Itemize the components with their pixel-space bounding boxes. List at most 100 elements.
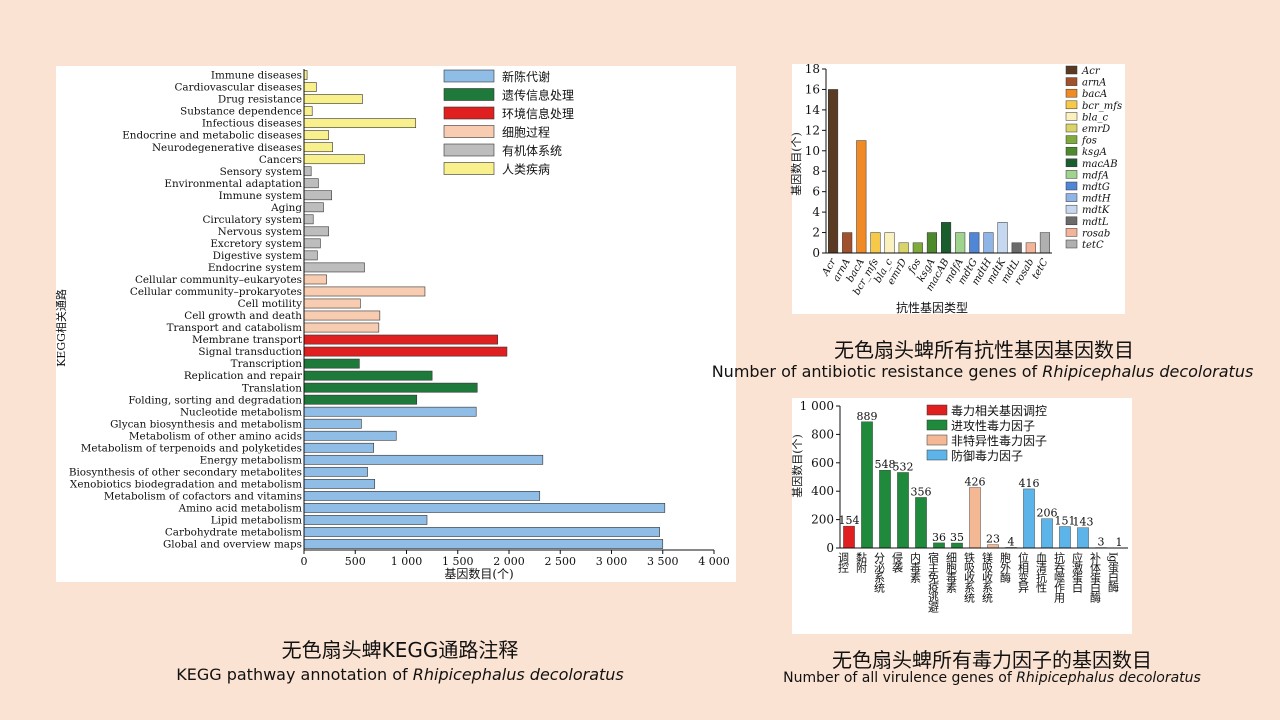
kegg-bar [303,358,360,369]
kegg-category-label: Neurodegenerative diseases [152,142,302,154]
virulence-caption-en-prefix: Number of all virulence genes of [783,670,1017,686]
kegg-category-label: Cellular community–prokaryotes [130,286,302,298]
kegg-legend-label: 有机体系统 [502,144,562,158]
resistance-caption-en-prefix: Number of antibiotic resistance genes of [711,362,1043,381]
resistance-bar [983,232,994,254]
kegg-legend-swatch [443,106,495,120]
kegg-category-label: Cancers [259,154,302,166]
kegg-bar [303,226,329,237]
virulence-legend-label: 非特异性毒力因子 [951,433,1047,448]
kegg-bar [303,527,660,537]
virulence-legend-label: 进攻性毒力因子 [951,419,1035,433]
resistance-legend-swatch [1065,100,1078,110]
kegg-category-label: Nervous system [218,226,303,238]
kegg-category-label: Transport and catabolism [167,322,303,334]
resistance-legend-label: ksgA [1082,147,1107,158]
virulence-data-label: 889 [857,410,878,423]
kegg-category-label: Signal transduction [198,346,302,358]
kegg-category-label: Amino acid metabolism [178,503,302,515]
resistance-y-tick-label: 10 [805,144,820,158]
resistance-legend-swatch [1065,146,1078,156]
resistance-y-tick-label: 14 [805,103,821,117]
kegg-bar [303,214,314,225]
resistance-bar [856,140,867,254]
virulence-legend-swatch [926,449,948,461]
virulence-data-label: 416 [1019,477,1040,490]
kegg-bar [303,406,477,417]
kegg-category-label: Circulatory system [202,214,302,226]
kegg-category-label: Endocrine and metabolic diseases [122,130,302,142]
virulence-category-label: Ig蛋白酶 [1107,552,1120,593]
virulence-category-label: 分泌系统 [873,552,886,593]
resistance-y-tick-label: 6 [812,185,820,199]
virulence-data-label: 532 [893,460,914,473]
virulence-category-label: 应激蛋白 [1071,551,1084,593]
resistance-legend-swatch [1065,170,1078,179]
resistance-bar [912,242,923,254]
virulence-bar [1077,527,1089,549]
kegg-x-tick-label: 2 500 [545,555,577,568]
resistance-legend-swatch [1065,216,1078,226]
kegg-x-tick-label: 4 000 [698,555,730,568]
kegg-bar [303,154,365,165]
kegg-bar [303,262,365,273]
virulence-y-tick-label: 400 [811,484,834,498]
kegg-category-label: Aging [270,202,302,214]
resistance-bar [842,232,853,254]
kegg-bar [303,178,319,189]
virulence-data-label: 356 [911,485,932,498]
resistance-bar [884,232,895,254]
resistance-legend-swatch [1065,77,1078,86]
virulence-data-label: 426 [965,476,986,489]
kegg-x-tick-label: 3 000 [596,555,628,568]
virulence-data-label: 35 [950,531,964,544]
kegg-bar [303,382,478,393]
kegg-legend-swatch [443,69,495,83]
kegg-bar [303,94,363,104]
resistance-legend-label: mdtG [1082,182,1110,193]
virulence-category-label: 黏附 [855,551,868,574]
kegg-category-label: Immune diseases [211,70,302,82]
resistance-legend-label: bla_c [1082,112,1109,123]
kegg-bar [303,430,397,441]
kegg-x-tick-label: 500 [345,555,366,568]
kegg-caption-en-prefix: KEGG pathway annotation of [176,665,413,684]
kegg-x-axis-title: 基因数目(个) [444,566,513,581]
kegg-category-label: Transcription [231,358,303,370]
resistance-legend-swatch [1065,158,1078,168]
resistance-bar [1039,232,1050,254]
resistance-legend-label: bacA [1082,89,1107,100]
virulence-bar [1059,526,1071,549]
virulence-bar [1023,488,1035,549]
resistance-caption-en-species: Rhipicephalus decoloratus [1042,362,1254,381]
kegg-category-label: Cell growth and death [184,310,302,322]
kegg-x-tick-label: 1 000 [391,555,423,568]
virulence-category-label: 血清抗性 [1035,551,1048,594]
kegg-category-label: Xenobiotics biodegradation and metabolis… [70,478,302,490]
virulence-legend-label: 毒力相关基因调控 [951,404,1047,418]
resistance-bar [1011,242,1022,254]
kegg-bar [303,346,508,357]
kegg-y-axis-title: KEGG相关通路 [54,289,68,367]
resistance-legend-label: mdtL [1082,217,1109,228]
virulence-bar [861,421,873,549]
resistance-legend-label: mdfA [1082,170,1109,181]
virulence-caption-cn: 无色扇头蜱所有毒力因子的基因数目 [832,648,1152,672]
virulence-bar [843,525,855,549]
kegg-legend-swatch [443,162,495,175]
kegg-category-label: Cardiovascular diseases [174,82,302,94]
kegg-category-label: Metabolism of terpenoids and polyketides [81,442,302,454]
resistance-legend-swatch [1065,135,1078,144]
virulence-category-label: 镁吸收系统 [981,551,994,603]
resistance-legend-swatch [1065,228,1078,237]
resistance-legend-label: tetC [1082,240,1104,251]
kegg-chart-panel: Immune diseases Cardiovascular diseases Dr… [54,66,736,582]
virulence-y-tick-label: 200 [811,513,834,527]
virulence-category-label: 内毒素 [909,551,922,583]
kegg-x-tick-label: 3 500 [647,555,679,568]
kegg-legend-swatch [443,125,495,138]
kegg-category-label: Lipid metabolism [211,515,302,527]
kegg-bar [303,442,374,453]
resistance-legend-swatch [1065,193,1078,202]
